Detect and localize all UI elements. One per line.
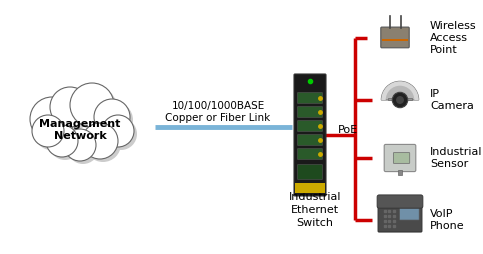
FancyBboxPatch shape	[298, 106, 323, 118]
Text: PoE: PoE	[338, 125, 358, 135]
FancyBboxPatch shape	[298, 149, 323, 160]
Circle shape	[35, 118, 67, 150]
FancyBboxPatch shape	[294, 74, 326, 196]
Wedge shape	[381, 81, 419, 100]
Bar	[295, 183, 325, 193]
Circle shape	[50, 87, 90, 127]
Circle shape	[30, 97, 74, 141]
Circle shape	[32, 115, 64, 147]
Circle shape	[53, 90, 93, 130]
Text: Wireless
Access
Point: Wireless Access Point	[430, 21, 477, 55]
Circle shape	[396, 96, 404, 104]
Text: 10/100/1000BASE
Copper or Fiber Link: 10/100/1000BASE Copper or Fiber Link	[165, 101, 270, 123]
Circle shape	[105, 118, 137, 150]
FancyBboxPatch shape	[298, 92, 323, 103]
FancyBboxPatch shape	[399, 208, 419, 220]
Wedge shape	[381, 81, 419, 100]
Circle shape	[94, 99, 130, 135]
Circle shape	[46, 125, 78, 157]
Circle shape	[392, 92, 408, 108]
Circle shape	[73, 86, 117, 130]
Circle shape	[82, 123, 118, 159]
Bar	[382, 39, 408, 41]
Circle shape	[70, 83, 114, 127]
FancyBboxPatch shape	[377, 195, 423, 208]
FancyBboxPatch shape	[393, 153, 410, 163]
Circle shape	[67, 132, 99, 164]
FancyBboxPatch shape	[384, 145, 416, 172]
Text: Industrial
Ethernet
Switch: Industrial Ethernet Switch	[289, 192, 341, 228]
FancyBboxPatch shape	[378, 206, 422, 232]
Text: VoIP
Phone: VoIP Phone	[430, 209, 465, 231]
Circle shape	[49, 128, 81, 160]
FancyBboxPatch shape	[381, 27, 409, 48]
FancyBboxPatch shape	[298, 120, 323, 132]
Circle shape	[102, 115, 134, 147]
Text: Management
Network: Management Network	[39, 119, 121, 141]
Bar	[388, 98, 412, 100]
Circle shape	[97, 102, 133, 138]
Circle shape	[64, 129, 96, 161]
Text: Industrial
Sensor: Industrial Sensor	[430, 147, 483, 169]
FancyBboxPatch shape	[298, 165, 323, 180]
Circle shape	[33, 100, 77, 144]
Circle shape	[85, 126, 121, 162]
Bar	[398, 170, 401, 175]
Text: IP
Camera: IP Camera	[430, 89, 474, 111]
FancyBboxPatch shape	[298, 135, 323, 146]
